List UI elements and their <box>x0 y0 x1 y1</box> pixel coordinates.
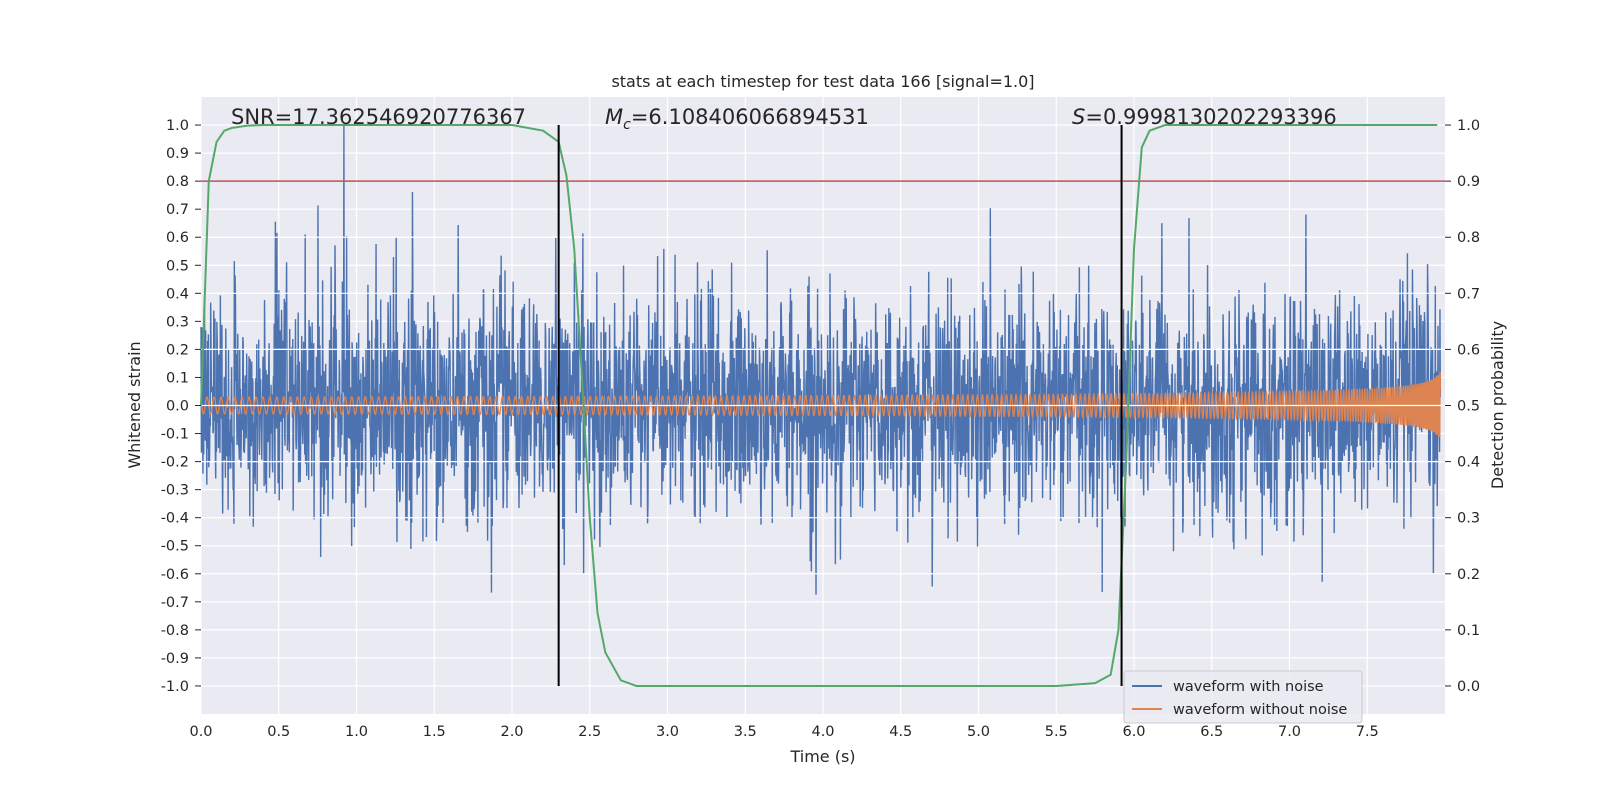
y-right-tick-label: 0.4 <box>1457 455 1480 471</box>
y-tick-label: 0.5 <box>166 258 189 274</box>
y-tick-label: -0.8 <box>161 623 189 639</box>
y-tick-label: 0.9 <box>166 146 189 162</box>
y-right-tick-label: 0.1 <box>1457 623 1480 639</box>
y-tick-label: 0.0 <box>166 399 189 415</box>
chirp-mass-annotation: Mc=6.108406066894531 <box>605 105 869 133</box>
series-line-noise <box>200 125 1442 595</box>
legend: waveform with noise waveform without noi… <box>1123 670 1363 724</box>
y-right-tick-label: 0.3 <box>1457 511 1480 527</box>
y-right-tick-label: 0.7 <box>1457 286 1480 302</box>
x-axis-title: Time (s) <box>789 747 855 766</box>
y-tick-label: 0.3 <box>166 314 189 330</box>
detection-probability-line <box>200 124 1438 687</box>
x-tick-label: 0.5 <box>267 724 290 740</box>
y-tick-label: -0.1 <box>161 427 189 443</box>
x-tick-label: 6.5 <box>1200 724 1223 740</box>
tick-layer: 0.0 0.5 1.0 1.5 2.0 2.5 3.0 3.5 4.0 4.5 5.0 5.5 6.0 6… <box>161 118 1480 740</box>
chirp-mass-subscript: c <box>623 117 631 133</box>
y-right-axis-title: Detection probability <box>1488 321 1507 489</box>
x-tick-label: 4.5 <box>889 724 912 740</box>
y-tick-label: -0.7 <box>161 595 189 611</box>
chart-title: stats at each timestep for test data 166… <box>611 72 1034 91</box>
y-right-tick-label: 0.5 <box>1457 399 1480 415</box>
y-tick-label: -0.3 <box>161 483 189 499</box>
x-tick-label: 1.5 <box>423 724 446 740</box>
y-right-tick-label: 0.2 <box>1457 567 1480 583</box>
series-layer <box>200 125 1442 595</box>
y-right-tick-label: 1.0 <box>1457 118 1480 134</box>
legend-box <box>1123 670 1363 724</box>
y-tick-label: 1.0 <box>166 118 189 134</box>
legend-label-clean: waveform without noise <box>1173 702 1347 718</box>
x-tick-label: 3.5 <box>734 724 757 740</box>
chirp-mass-value: =6.108406066894531 <box>631 105 869 129</box>
chirp-mass-symbol: M <box>605 105 623 129</box>
x-tick-label: 3.0 <box>656 724 679 740</box>
y-tick-label: -0.6 <box>161 567 189 583</box>
x-tick-label: 2.5 <box>578 724 601 740</box>
x-tick-label: 4.0 <box>811 724 834 740</box>
y-tick-label: 0.2 <box>166 342 189 358</box>
y-tick-label: 0.8 <box>166 174 189 190</box>
x-tick-label: 5.5 <box>1045 724 1068 740</box>
y-tick-label: -0.2 <box>161 455 189 471</box>
x-tick-label: 1.0 <box>345 724 368 740</box>
x-tick-label: 0.0 <box>189 724 212 740</box>
y-tick-label: -1.0 <box>161 679 189 695</box>
overlay-layer <box>200 124 1445 687</box>
y-tick-label: -0.4 <box>161 511 189 527</box>
x-tick-label: 2.0 <box>500 724 523 740</box>
y-axis-title: Whitened strain <box>125 341 144 468</box>
y-right-tick-label: 0.0 <box>1457 679 1480 695</box>
y-tick-label: -0.9 <box>161 651 189 667</box>
y-tick-label: 0.4 <box>166 286 189 302</box>
x-tick-label: 7.5 <box>1356 724 1379 740</box>
y-tick-label: 0.7 <box>166 202 189 218</box>
series-line-clean <box>200 371 1441 437</box>
legend-label-noise: waveform with noise <box>1173 679 1324 695</box>
y-tick-label: -0.5 <box>161 539 189 555</box>
score-symbol: S <box>1072 105 1085 129</box>
y-right-tick-label: 0.6 <box>1457 342 1480 358</box>
y-right-tick-label: 0.9 <box>1457 174 1480 190</box>
x-tick-label: 6.0 <box>1122 724 1145 740</box>
x-tick-label: 5.0 <box>967 724 990 740</box>
snr-annotation: SNR=17.362546920776367 <box>231 105 526 129</box>
score-annotation: S=0.9998130202293396 <box>1072 105 1337 129</box>
y-tick-label: 0.1 <box>166 370 189 386</box>
y-tick-label: 0.6 <box>166 230 189 246</box>
x-tick-label: 7.0 <box>1278 724 1301 740</box>
score-value: =0.9998130202293396 <box>1085 105 1336 129</box>
y-right-tick-label: 0.8 <box>1457 230 1480 246</box>
